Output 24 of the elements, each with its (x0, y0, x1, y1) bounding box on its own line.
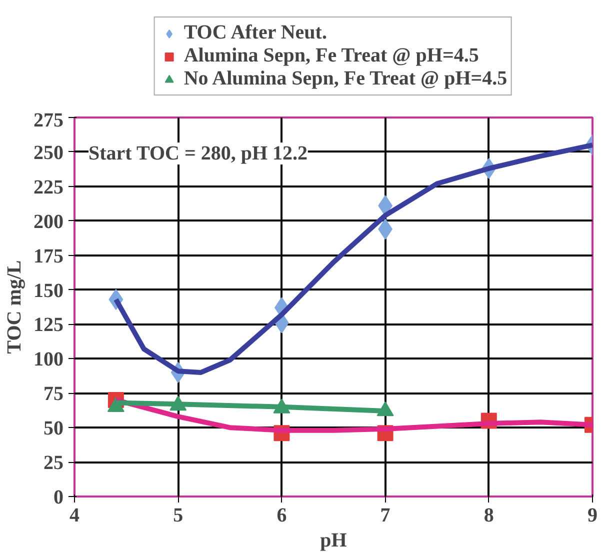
x-tick-label: 8 (484, 504, 494, 526)
y-tick-label: 175 (34, 245, 64, 268)
x-tick-label: 5 (173, 504, 184, 526)
y-tick-label: 200 (34, 210, 64, 233)
x-tick-label: 6 (276, 504, 287, 526)
y-tick-label: 25 (44, 452, 64, 474)
legend-label: TOC After Neut. (184, 22, 327, 44)
y-tick-label: 50 (44, 418, 64, 440)
x-tick-label: 9 (588, 504, 598, 526)
y-axis-title: TOC mg/L (4, 260, 26, 354)
y-tick-label: 275 (34, 110, 64, 132)
y-tick-label: 250 (34, 142, 64, 164)
y-tick-label: 225 (34, 176, 64, 198)
legend-label: No Alumina Sepn, Fe Treat @ pH=4.5 (184, 68, 508, 90)
legend-label: Alumina Sepn, Fe Treat @ pH=4.5 (184, 44, 479, 68)
y-tick-label: 125 (34, 314, 64, 336)
y-tick-label: 100 (34, 348, 64, 371)
annotation: Start TOC = 280, pH 12.2 (88, 142, 308, 164)
x-tick-label: 4 (70, 504, 80, 526)
x-tick-label: 7 (380, 504, 390, 526)
y-tick-label: 0 (54, 486, 64, 508)
y-tick-label: 150 (34, 280, 64, 302)
x-axis-title: pH (320, 530, 348, 552)
y-tick-label: 75 (44, 383, 64, 406)
